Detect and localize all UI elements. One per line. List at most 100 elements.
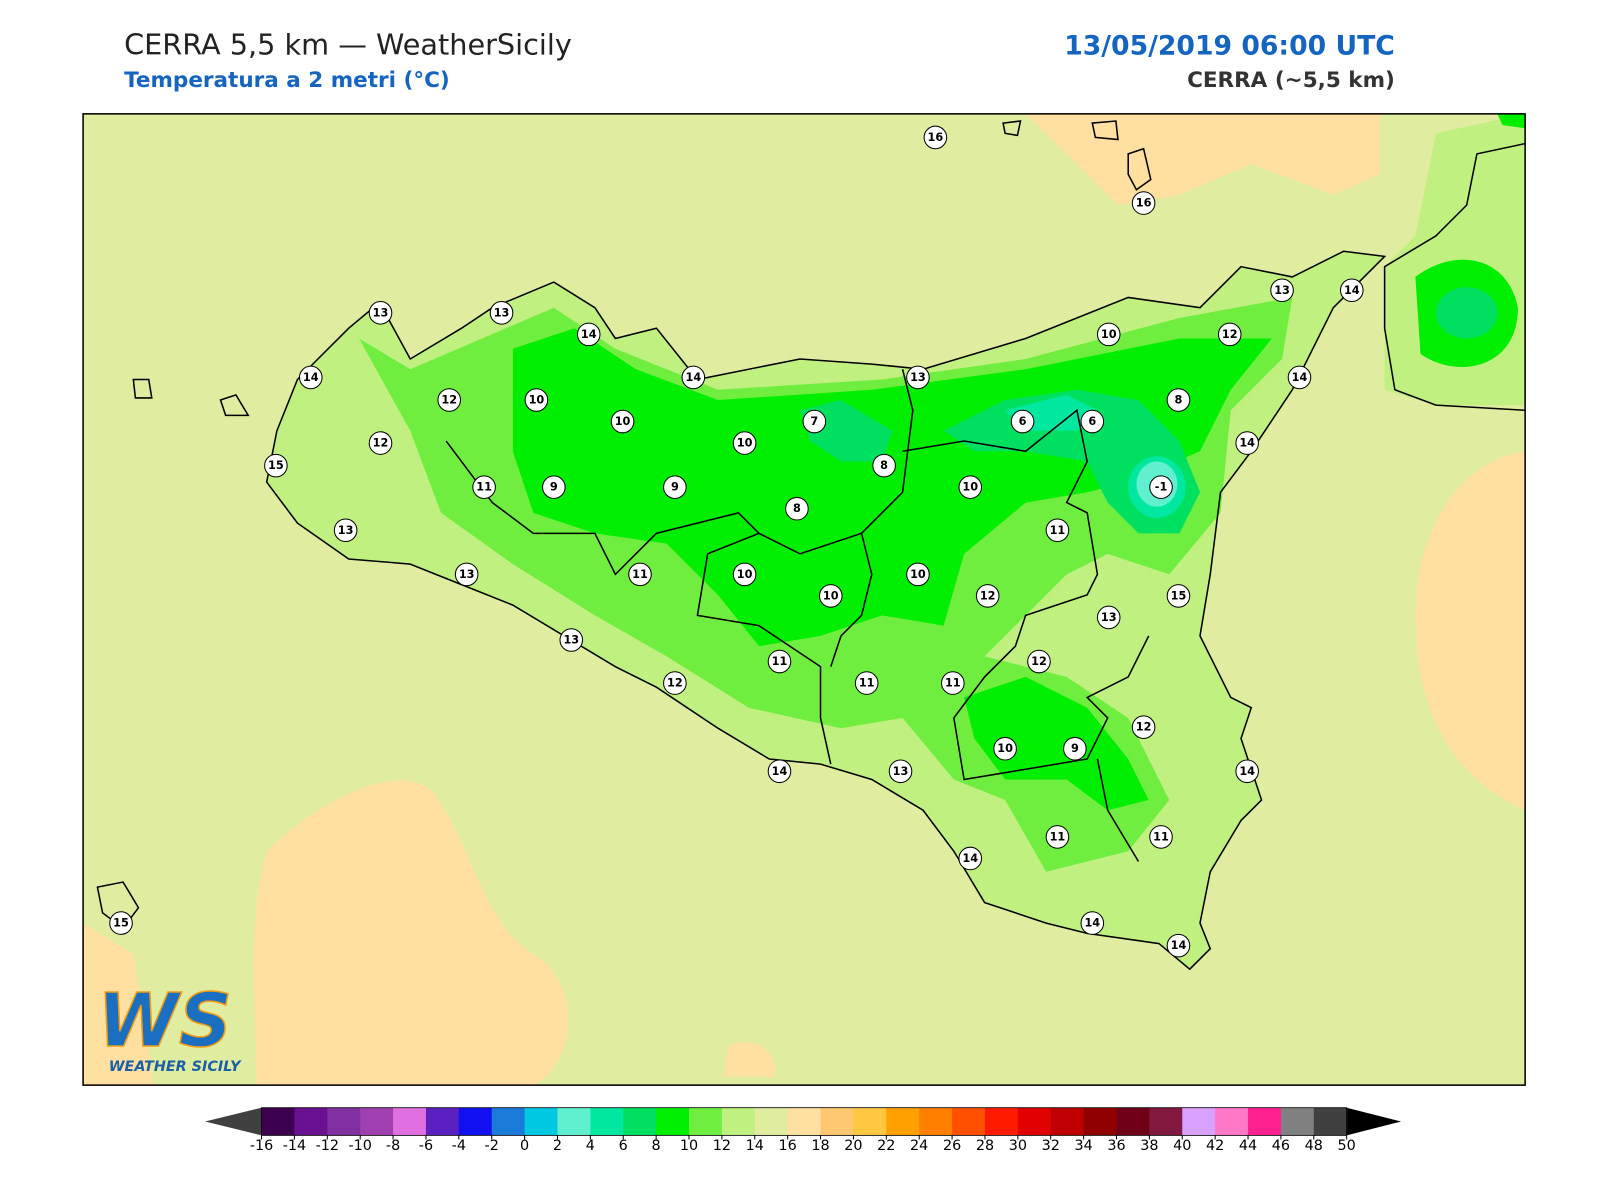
station-marker (888, 759, 913, 784)
colorbar-segment (952, 1107, 986, 1136)
colorbar-frame (261, 1107, 1348, 1136)
station-value: 14 (1171, 939, 1187, 952)
station-marker (1080, 911, 1105, 935)
station-value: 13 (893, 765, 909, 778)
station-value: 11 (945, 677, 961, 690)
colorbar-segment (623, 1107, 657, 1136)
colorbar-segment (853, 1107, 887, 1136)
station-marker (489, 301, 514, 325)
colorbar-under (205, 1107, 262, 1136)
station-value: 14 (1344, 284, 1360, 297)
colorbar-tick-label: 4 (586, 1138, 595, 1154)
station-value: 14 (962, 852, 978, 865)
station-value: 13 (338, 524, 354, 537)
station-marker (802, 409, 827, 434)
colorbar-segment (261, 1107, 295, 1136)
logo-text: WEATHER SICILY (109, 1059, 242, 1075)
station-value: 14 (581, 328, 597, 341)
station-marker (1027, 649, 1051, 674)
station-marker (1010, 409, 1035, 434)
colorbar-segment (886, 1107, 920, 1136)
station-marker (906, 365, 930, 390)
colorbar-tick-label: 20 (844, 1138, 862, 1154)
colorbar-segment (327, 1107, 361, 1136)
station-marker (941, 671, 965, 695)
colorbar: -16 -14 -12 -10 -8 -6 -4 -2 0 2 4 6 8 10 12 14 16 18 20 22 2… (205, 1107, 1402, 1154)
station-value: 16 (1136, 197, 1152, 210)
stations: 16 16 13 13 14 13 14 14 14 13 10 12 14 12 10 8 10 7 6 6 12 10… (109, 125, 1364, 958)
colorbar-segment (721, 1107, 756, 1136)
colorbar-segment (557, 1107, 591, 1136)
station-value: 7 (810, 415, 818, 428)
station-value: 14 (1239, 437, 1255, 450)
colorbar-tick-label: -14 (283, 1138, 306, 1154)
station-value: 13 (494, 306, 510, 319)
colorbar-segment (1313, 1107, 1348, 1136)
station-marker (1166, 388, 1191, 412)
station-marker (1149, 475, 1173, 499)
colorbar-segment (1215, 1107, 1249, 1136)
station-marker (663, 475, 687, 499)
map-field (83, 113, 1526, 1086)
station-value: 9 (1071, 742, 1079, 755)
colorbar-segment (1083, 1107, 1118, 1136)
station-marker (628, 562, 652, 587)
station-marker (1166, 933, 1191, 958)
colorbar-tick-label: 14 (746, 1138, 764, 1154)
station-value: 10 (962, 481, 978, 494)
station-marker (767, 649, 792, 674)
station-value: 10 (997, 742, 1013, 755)
station-value: 14 (1084, 917, 1100, 930)
subtitle: Temperatura a 2 metri (°C) (124, 68, 450, 93)
station-value: 10 (737, 437, 753, 450)
station-marker (958, 846, 983, 871)
station-marker (732, 431, 757, 455)
datetime: 13/05/2019 06:00 UTC (1064, 30, 1395, 61)
colorbar-tick-label: -8 (386, 1138, 400, 1154)
station-value: 15 (268, 459, 284, 472)
station-marker (1235, 431, 1259, 455)
station-value: -1 (1155, 481, 1168, 494)
station-marker (732, 562, 757, 587)
station-marker (576, 322, 601, 347)
station-value: 8 (1175, 394, 1183, 407)
model-label: CERRA (~5,5 km) (1187, 68, 1395, 93)
colorbar-tick-label: 12 (713, 1138, 731, 1154)
colorbar-tick-label: 34 (1074, 1138, 1092, 1154)
logo: WS WEATHER SICILY (97, 977, 242, 1075)
station-value: 10 (529, 394, 545, 407)
station-value: 8 (793, 502, 801, 515)
station-marker (559, 628, 584, 652)
station-marker (333, 518, 358, 543)
colorbar-tick-label: -10 (348, 1138, 371, 1154)
colorbar-segment (1280, 1107, 1315, 1136)
colorbar-tick-label: 38 (1140, 1138, 1158, 1154)
colorbar-tick-label: 2 (553, 1138, 562, 1154)
station-value: 15 (113, 917, 129, 930)
station-marker (1045, 518, 1070, 543)
station-marker (906, 562, 930, 587)
station-value: 11 (1153, 830, 1169, 843)
station-marker (1166, 584, 1191, 608)
station-value: 13 (563, 634, 579, 647)
colorbar-tick-label: 8 (652, 1138, 661, 1154)
station-marker (109, 911, 133, 935)
station-marker (923, 125, 948, 150)
station-value: 12 (373, 437, 389, 450)
station-marker (437, 388, 462, 412)
station-marker (1235, 759, 1259, 784)
station-marker (1096, 605, 1121, 630)
colorbar-segment (294, 1107, 328, 1136)
colorbar-segment (1017, 1107, 1052, 1136)
station-value: 10 (615, 415, 631, 428)
station-marker (368, 431, 393, 455)
colorbar-tick-label: 44 (1239, 1138, 1257, 1154)
station-marker (785, 496, 809, 521)
station-value: 10 (737, 568, 753, 581)
colorbar-segment (458, 1107, 493, 1136)
colorbar-tick-label: 28 (976, 1138, 994, 1154)
station-value: 10 (1101, 328, 1117, 341)
station-value: 12 (441, 394, 457, 407)
station-marker (681, 365, 706, 390)
